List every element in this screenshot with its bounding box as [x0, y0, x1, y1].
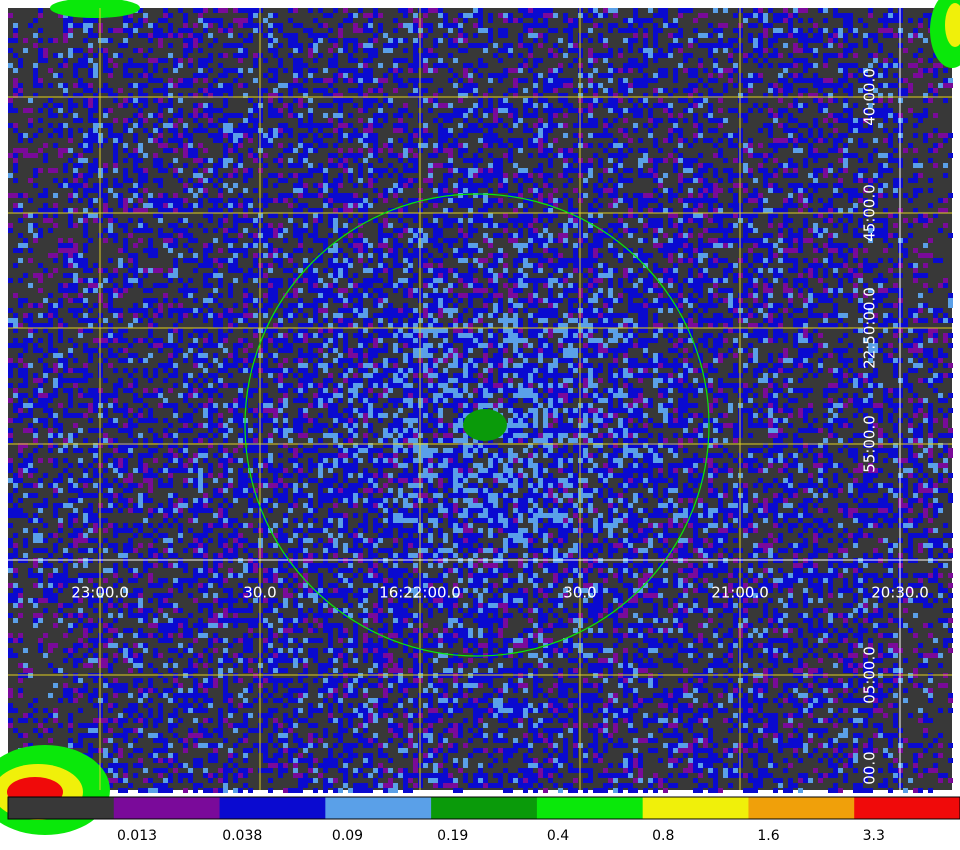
ra-label: 30.0	[243, 584, 276, 602]
ra-label: 21:00.0	[711, 584, 769, 602]
colorbar-segment	[431, 797, 537, 819]
colorbar-tick-label: 0.038	[222, 828, 262, 844]
dec-label: 00.0	[861, 751, 879, 784]
dec-label: 22:50:00.0	[861, 287, 879, 369]
ra-label: 30.0	[563, 584, 596, 602]
colorbar-tick-label: 0.8	[652, 828, 674, 844]
dec-label: 05:00.0	[861, 646, 879, 704]
ra-label: 23:00.0	[71, 584, 129, 602]
colorbar-tick-label: 0.19	[437, 828, 468, 844]
colorbar-segment	[8, 797, 114, 819]
colorbar-segment	[114, 797, 220, 819]
colorbar-tick-label: 0.013	[117, 828, 157, 844]
dec-label: 45:00.0	[861, 184, 879, 242]
colorbar-segment	[325, 797, 431, 819]
colorbar-segment	[748, 797, 854, 819]
colorbar-segment	[220, 797, 326, 819]
colorbar-tick-label: 0.09	[332, 828, 363, 844]
colorbar-segment	[537, 797, 643, 819]
source-core	[463, 409, 507, 441]
colorbar-tick-label: 1.6	[757, 828, 779, 844]
ra-label: 16:22:00.0	[379, 584, 461, 602]
dec-label: 40:00.0	[861, 68, 879, 126]
ra-label: 20:30.0	[871, 584, 929, 602]
page: {"ra_labels": ["23:00.0", "30.0", "16:22…	[0, 0, 960, 850]
dec-label: 55:00.0	[861, 415, 879, 473]
colorbar-tick-label: 0.4	[547, 828, 569, 844]
colorbar-segment	[854, 797, 960, 819]
colorbar-segment	[643, 797, 749, 819]
image-viewer: 23:00.0 30.0 16:22:00.0 30.0 21:00.0 20:30.0 4…	[0, 0, 960, 850]
colorbar-tick-label: 3.3	[863, 828, 885, 844]
